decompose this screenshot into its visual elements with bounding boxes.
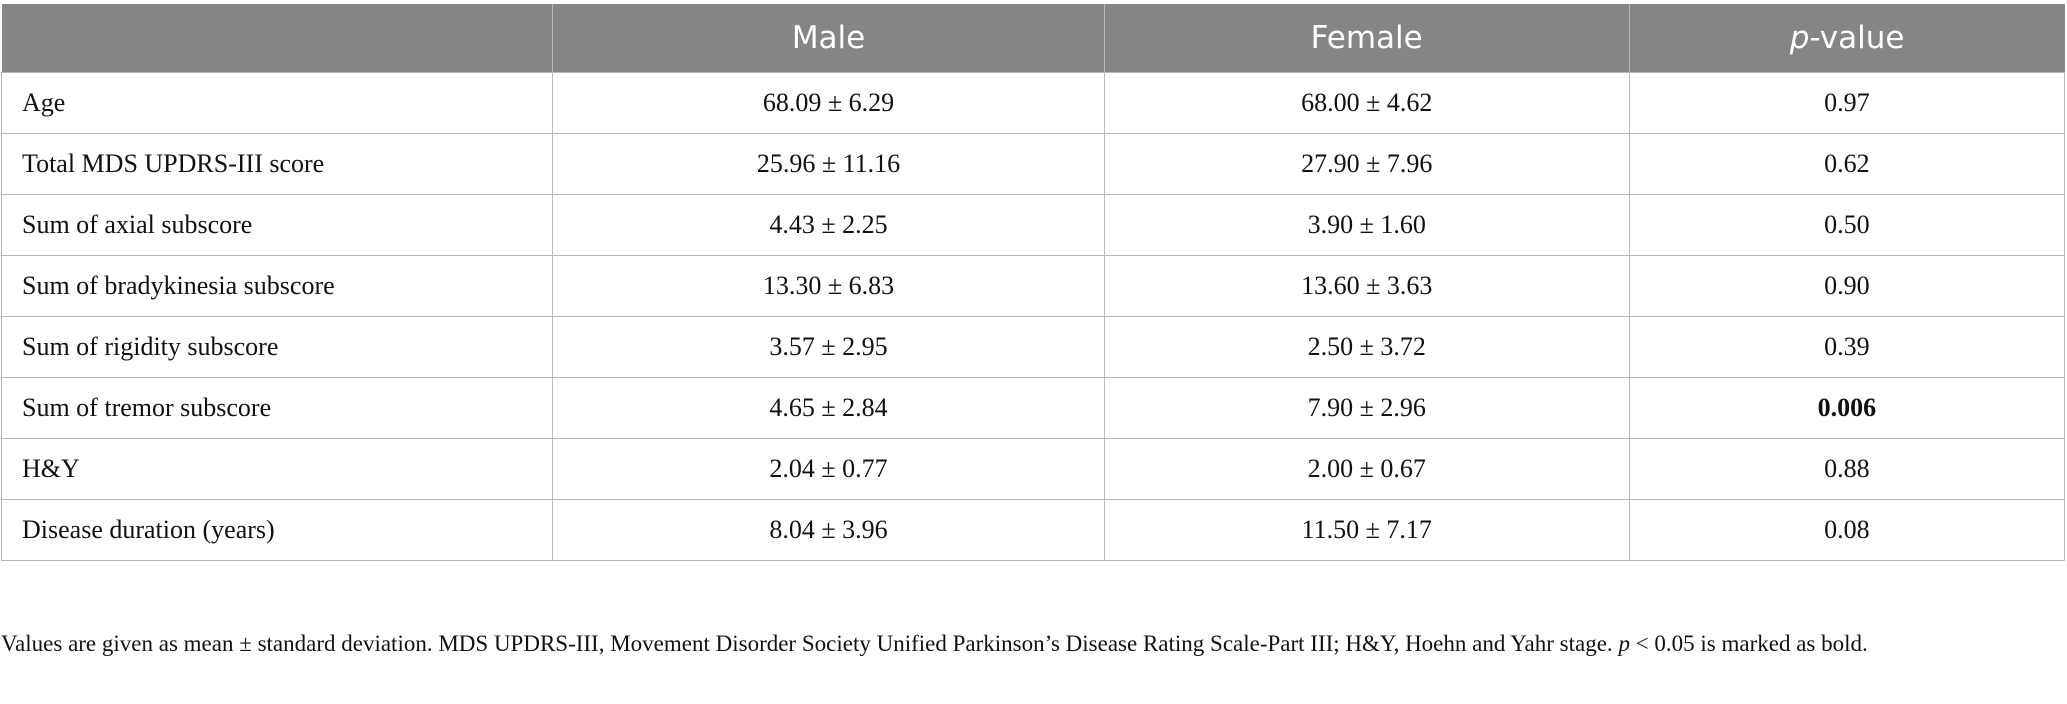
footnote-text-2: < 0.05 is marked as bold. <box>1629 631 1868 656</box>
table-row: Sum of bradykinesia subscore 13.30 ± 6.83… <box>0 255 2066 317</box>
header-p-suffix: -value <box>1809 20 1905 56</box>
p-value-cell: 0.08 <box>1628 499 2066 561</box>
row-label-cell: Age <box>0 72 554 134</box>
header-blank <box>1 4 554 73</box>
row-label-cell: Sum of tremor subscore <box>0 377 554 439</box>
male-value-cell: 4.43 ± 2.25 <box>552 194 1105 256</box>
male-value-cell: 25.96 ± 11.16 <box>552 133 1105 195</box>
female-value-cell: 13.60 ± 3.63 <box>1103 255 1630 317</box>
table-row: Age 68.09 ± 6.29 68.00 ± 4.62 0.97 <box>0 72 2066 134</box>
row-label-cell: Disease duration (years) <box>0 499 554 561</box>
header-row: Male Female p-value <box>1 4 2065 73</box>
male-value-cell: 68.09 ± 6.29 <box>552 72 1105 134</box>
table-body: Age 68.09 ± 6.29 68.00 ± 4.62 0.97 Total MDS… <box>0 72 2066 561</box>
p-value-cell: 0.90 <box>1628 255 2066 317</box>
female-value-cell: 2.50 ± 3.72 <box>1103 316 1630 378</box>
footnote-p-italic: p <box>1618 631 1630 656</box>
row-label-cell: Sum of rigidity subscore <box>0 316 554 378</box>
male-value-cell: 3.57 ± 2.95 <box>552 316 1105 378</box>
male-value-cell: 8.04 ± 3.96 <box>552 499 1105 561</box>
row-label-cell: Sum of bradykinesia subscore <box>0 255 554 317</box>
comparison-table: Male Female p-value Age 68.09 ± 6.29 68.00… <box>0 4 2066 561</box>
female-value-cell: 27.90 ± 7.96 <box>1103 133 1630 195</box>
male-value-cell: 13.30 ± 6.83 <box>552 255 1105 317</box>
table-row: Sum of tremor subscore 4.65 ± 2.84 7.90 ± … <box>0 377 2066 439</box>
p-value-cell: 0.88 <box>1628 438 2066 500</box>
female-value-cell: 68.00 ± 4.62 <box>1103 72 1630 134</box>
table-row: Sum of axial subscore 4.43 ± 2.25 3.90 ± 1… <box>0 194 2066 256</box>
header-p-value: p-value <box>1629 4 2065 73</box>
header-male: Male <box>552 4 1105 73</box>
header-female: Female <box>1104 4 1630 73</box>
table-row: H&Y 2.04 ± 0.77 2.00 ± 0.67 0.88 <box>0 438 2066 500</box>
p-value-cell: 0.62 <box>1628 133 2066 195</box>
table-row: Sum of rigidity subscore 3.57 ± 2.95 2.50 … <box>0 316 2066 378</box>
header-p-italic: p <box>1789 20 1810 56</box>
p-value-cell: 0.97 <box>1628 72 2066 134</box>
row-label-cell: H&Y <box>0 438 554 500</box>
p-value-cell: 0.006 <box>1628 377 2066 439</box>
table-row: Disease duration (years) 8.04 ± 3.96 11.50… <box>0 499 2066 561</box>
p-value-cell: 0.39 <box>1628 316 2066 378</box>
row-label-cell: Sum of axial subscore <box>0 194 554 256</box>
p-value-cell: 0.50 <box>1628 194 2066 256</box>
female-value-cell: 2.00 ± 0.67 <box>1103 438 1630 500</box>
table-header: Male Female p-value <box>1 4 2065 73</box>
table-footnote: Values are given as mean ± standard devi… <box>1 627 2061 660</box>
male-value-cell: 2.04 ± 0.77 <box>552 438 1105 500</box>
row-label-cell: Total MDS UPDRS-III score <box>0 133 554 195</box>
female-value-cell: 7.90 ± 2.96 <box>1103 377 1630 439</box>
female-value-cell: 3.90 ± 1.60 <box>1103 194 1630 256</box>
table-row: Total MDS UPDRS-III score 25.96 ± 11.16 27… <box>0 133 2066 195</box>
male-value-cell: 4.65 ± 2.84 <box>552 377 1105 439</box>
female-value-cell: 11.50 ± 7.17 <box>1103 499 1630 561</box>
footnote-text-1: Values are given as mean ± standard devi… <box>1 631 1619 656</box>
